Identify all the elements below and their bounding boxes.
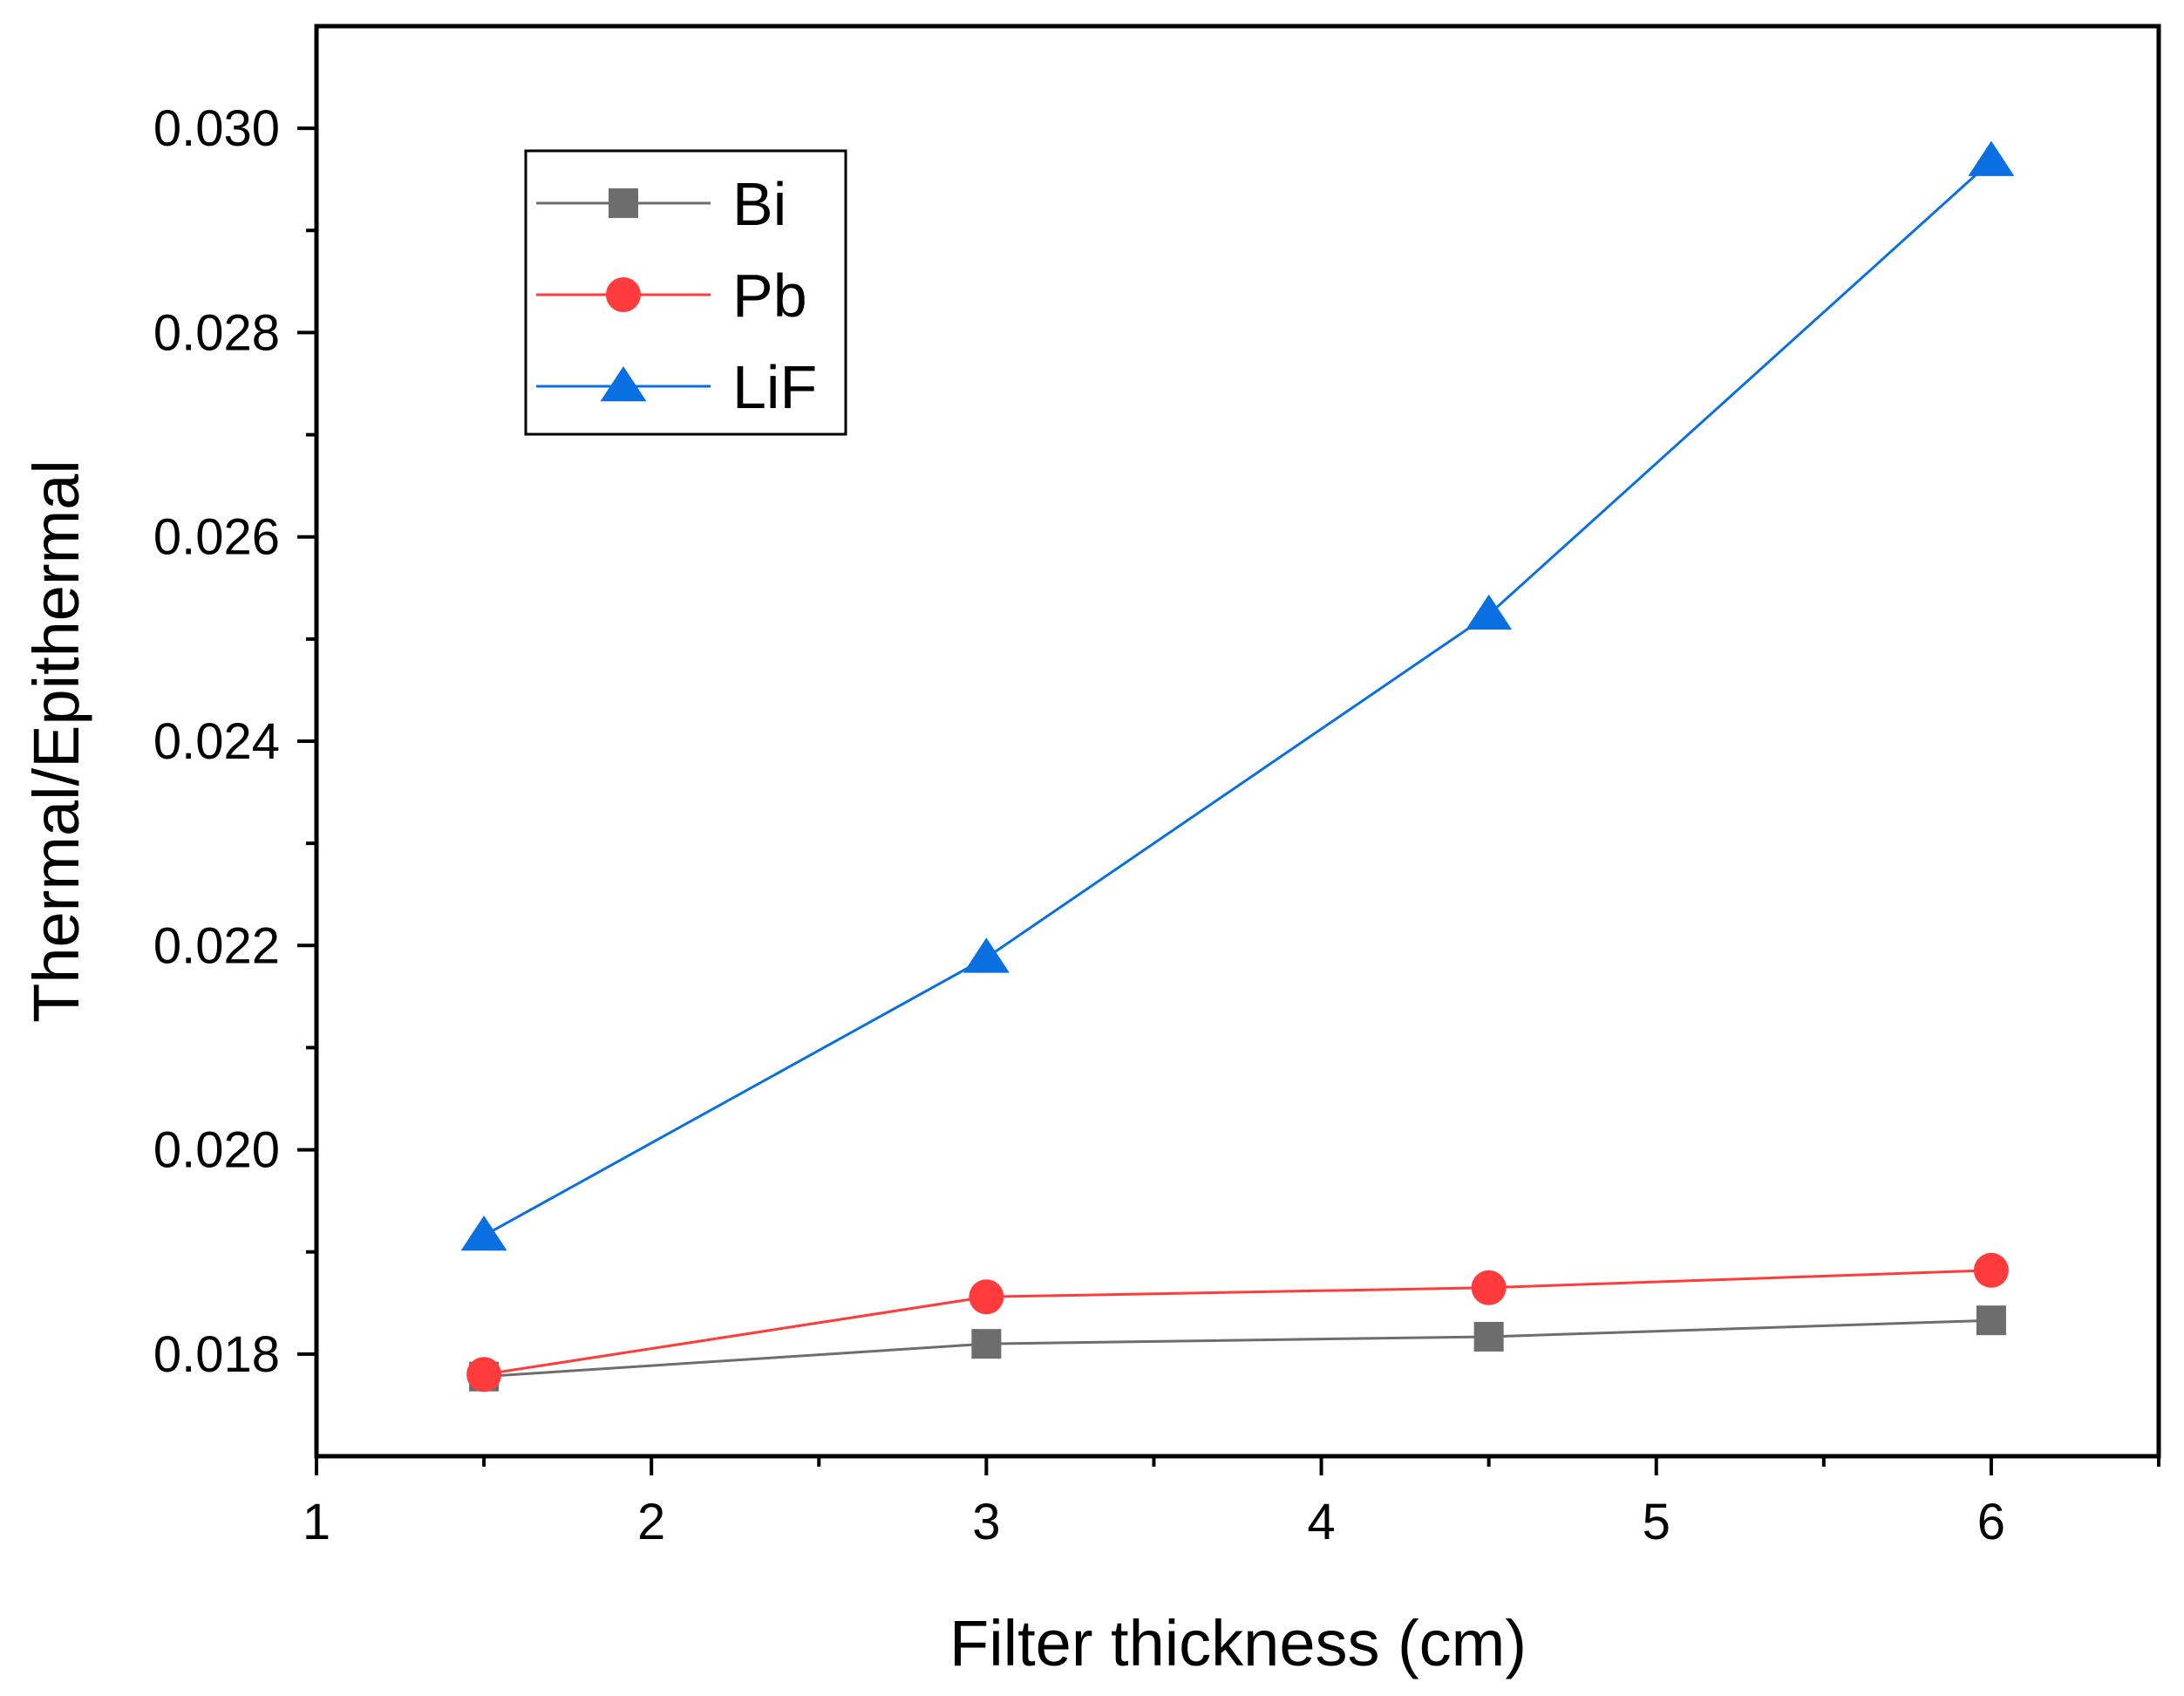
data-point-pb (466, 1357, 502, 1393)
data-point-pb (1973, 1252, 2009, 1288)
legend-marker-lif (600, 366, 647, 402)
data-point-lif (963, 937, 1010, 973)
x-tick-label: 3 (972, 1494, 1000, 1550)
legend: Bi Pb LiF (524, 149, 847, 436)
legend-label-pb: Pb (732, 262, 807, 330)
y-axis-title: Thermal/Epithermal (20, 460, 92, 1023)
data-point-bi (1976, 1305, 2006, 1336)
y-tick-label: 0.018 (153, 1326, 280, 1383)
data-point-pb (1471, 1270, 1507, 1305)
y-tick-label: 0.030 (153, 100, 280, 157)
x-tick-label: 1 (303, 1494, 330, 1550)
x-tick-label: 2 (637, 1494, 665, 1550)
data-point-lif (1968, 140, 2015, 176)
series-line-lif (483, 160, 1992, 1237)
data-point-bi (1473, 1321, 1504, 1352)
y-tick-label: 0.022 (153, 917, 280, 974)
data-point-lif (1466, 594, 1513, 630)
x-tick-label: 4 (1307, 1494, 1335, 1550)
x-tick-label: 6 (1977, 1494, 2005, 1550)
x-tick-label: 5 (1643, 1494, 1670, 1550)
x-axis-title: Filter thickness (cm) (949, 1607, 1527, 1679)
series-layer (460, 140, 2015, 1393)
y-tick-label: 0.020 (153, 1122, 280, 1179)
legend-marker-pb (606, 277, 641, 312)
data-point-pb (969, 1279, 1004, 1315)
y-tick-label: 0.026 (153, 509, 280, 566)
data-point-lif (460, 1215, 507, 1251)
y-tick-label: 0.024 (153, 713, 280, 770)
y-axis-ticks: 0.018 0.020 0.022 0.024 0.026 0.028 0.030 (153, 100, 316, 1383)
series-line-pb (483, 1269, 1991, 1376)
legend-label-lif: LiF (732, 353, 817, 421)
legend-label-bi: Bi (732, 170, 786, 238)
legend-marker-bi (609, 188, 638, 218)
y-tick-label: 0.028 (153, 304, 280, 361)
data-point-bi (971, 1329, 1002, 1359)
x-axis-ticks: 1 2 3 4 5 6 (303, 1456, 2160, 1550)
series-line-bi (483, 1318, 1991, 1379)
